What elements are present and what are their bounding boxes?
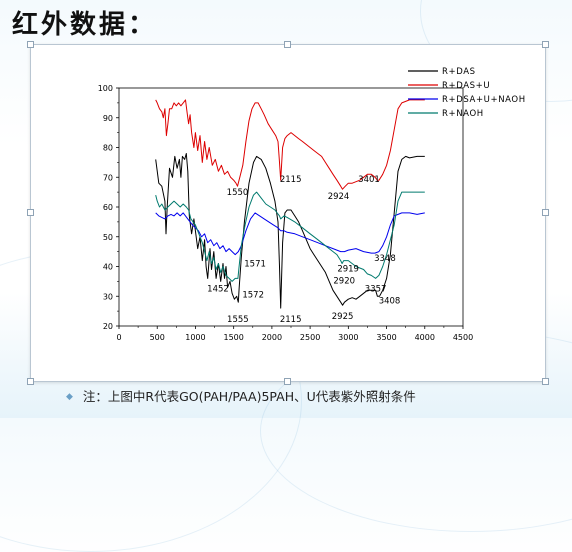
y-tick-label: 90 — [103, 114, 113, 123]
series-line-3 — [155, 191, 425, 282]
x-tick-label: 1000 — [185, 333, 205, 342]
peak-label: 1572 — [242, 290, 264, 300]
peak-label: 2925 — [332, 312, 354, 322]
y-tick-label: 70 — [103, 173, 113, 182]
peak-label: 3408 — [379, 296, 401, 306]
series-line-2 — [155, 212, 425, 256]
frame-handle-bc[interactable] — [284, 378, 291, 385]
peak-label: 3357 — [365, 284, 387, 294]
y-tick-label: 20 — [103, 322, 113, 331]
x-tick-label: 3000 — [338, 333, 358, 342]
frame-handle-mr[interactable] — [542, 209, 549, 216]
peak-label: 2115 — [280, 315, 302, 325]
frame-handle-br[interactable] — [542, 378, 549, 385]
x-tick-label: 3500 — [376, 333, 396, 342]
frame-handle-bl[interactable] — [27, 378, 34, 385]
slide-title: 红外数据： — [12, 10, 158, 40]
x-tick-label: 1500 — [223, 333, 243, 342]
peak-label: 1452 — [207, 284, 229, 294]
peak-label: 2919 — [337, 265, 359, 275]
peak-label: 2115 — [280, 175, 302, 185]
y-tick-label: 60 — [103, 203, 113, 212]
chart-frame[interactable]: 0 500 1000 1500 2000 2500 3000 3500 4000 4500 20 30… — [27, 41, 549, 385]
legend-label-0: R+DAS — [442, 67, 476, 77]
footnote-text: 注：上图中R代表GO(PAH/PAA)5PAH、U代表紫外照射条件 — [82, 389, 416, 404]
peak-label: 1555 — [227, 315, 249, 325]
peak-label: 3348 — [374, 254, 396, 264]
y-tick-label: 100 — [98, 84, 113, 93]
frame-handle-tc[interactable] — [284, 41, 291, 48]
x-tick-label: 4000 — [415, 333, 435, 342]
ir-spectrum-chart: 0 500 1000 1500 2000 2500 3000 3500 4000 4500 20 30… — [98, 67, 526, 342]
frame-handle-tr[interactable] — [542, 41, 549, 48]
y-tick-label: 50 — [103, 233, 113, 242]
peak-label: 1550 — [227, 188, 249, 198]
legend-label-1: R+DAS+U — [442, 81, 490, 91]
x-tick-label: 500 — [150, 333, 165, 342]
peak-label: 3401 — [358, 175, 380, 185]
footnote: ◆ 注：上图中R代表GO(PAH/PAA)5PAH、U代表紫外照射条件 — [66, 386, 416, 405]
series-line-0 — [155, 153, 425, 309]
diamond-bullet-icon: ◆ — [66, 392, 73, 402]
x-tick-label: 2000 — [262, 333, 282, 342]
series-line-1 — [155, 99, 425, 190]
y-tick-label: 30 — [103, 292, 113, 301]
peak-annotations: 1550 2115 2924 3401 2919 3348 2920 3357 3408 2925… — [207, 175, 400, 325]
axes: 0 500 1000 1500 2000 2500 3000 3500 4000 4500 20 30… — [98, 84, 473, 342]
legend-label-3: R+NAOH — [442, 109, 484, 119]
frame-handle-tl[interactable] — [27, 41, 34, 48]
y-tick-label: 80 — [103, 144, 113, 153]
peak-label: 2920 — [333, 277, 355, 287]
plot-border — [118, 87, 464, 327]
legend-label-2: R+DSA+U+NAOH — [442, 95, 526, 105]
y-tick-label: 40 — [103, 263, 113, 272]
peak-label: 1571 — [244, 260, 266, 270]
legend: R+DAS R+DAS+U R+DSA+U+NAOH R+NAOH — [408, 67, 526, 119]
series-lines — [155, 99, 425, 309]
frame-handle-ml[interactable] — [27, 209, 34, 216]
x-tick-label: 2500 — [300, 333, 320, 342]
peak-label: 2924 — [328, 192, 350, 202]
x-tick-label: 4500 — [453, 333, 473, 342]
x-tick-label: 0 — [116, 333, 121, 342]
